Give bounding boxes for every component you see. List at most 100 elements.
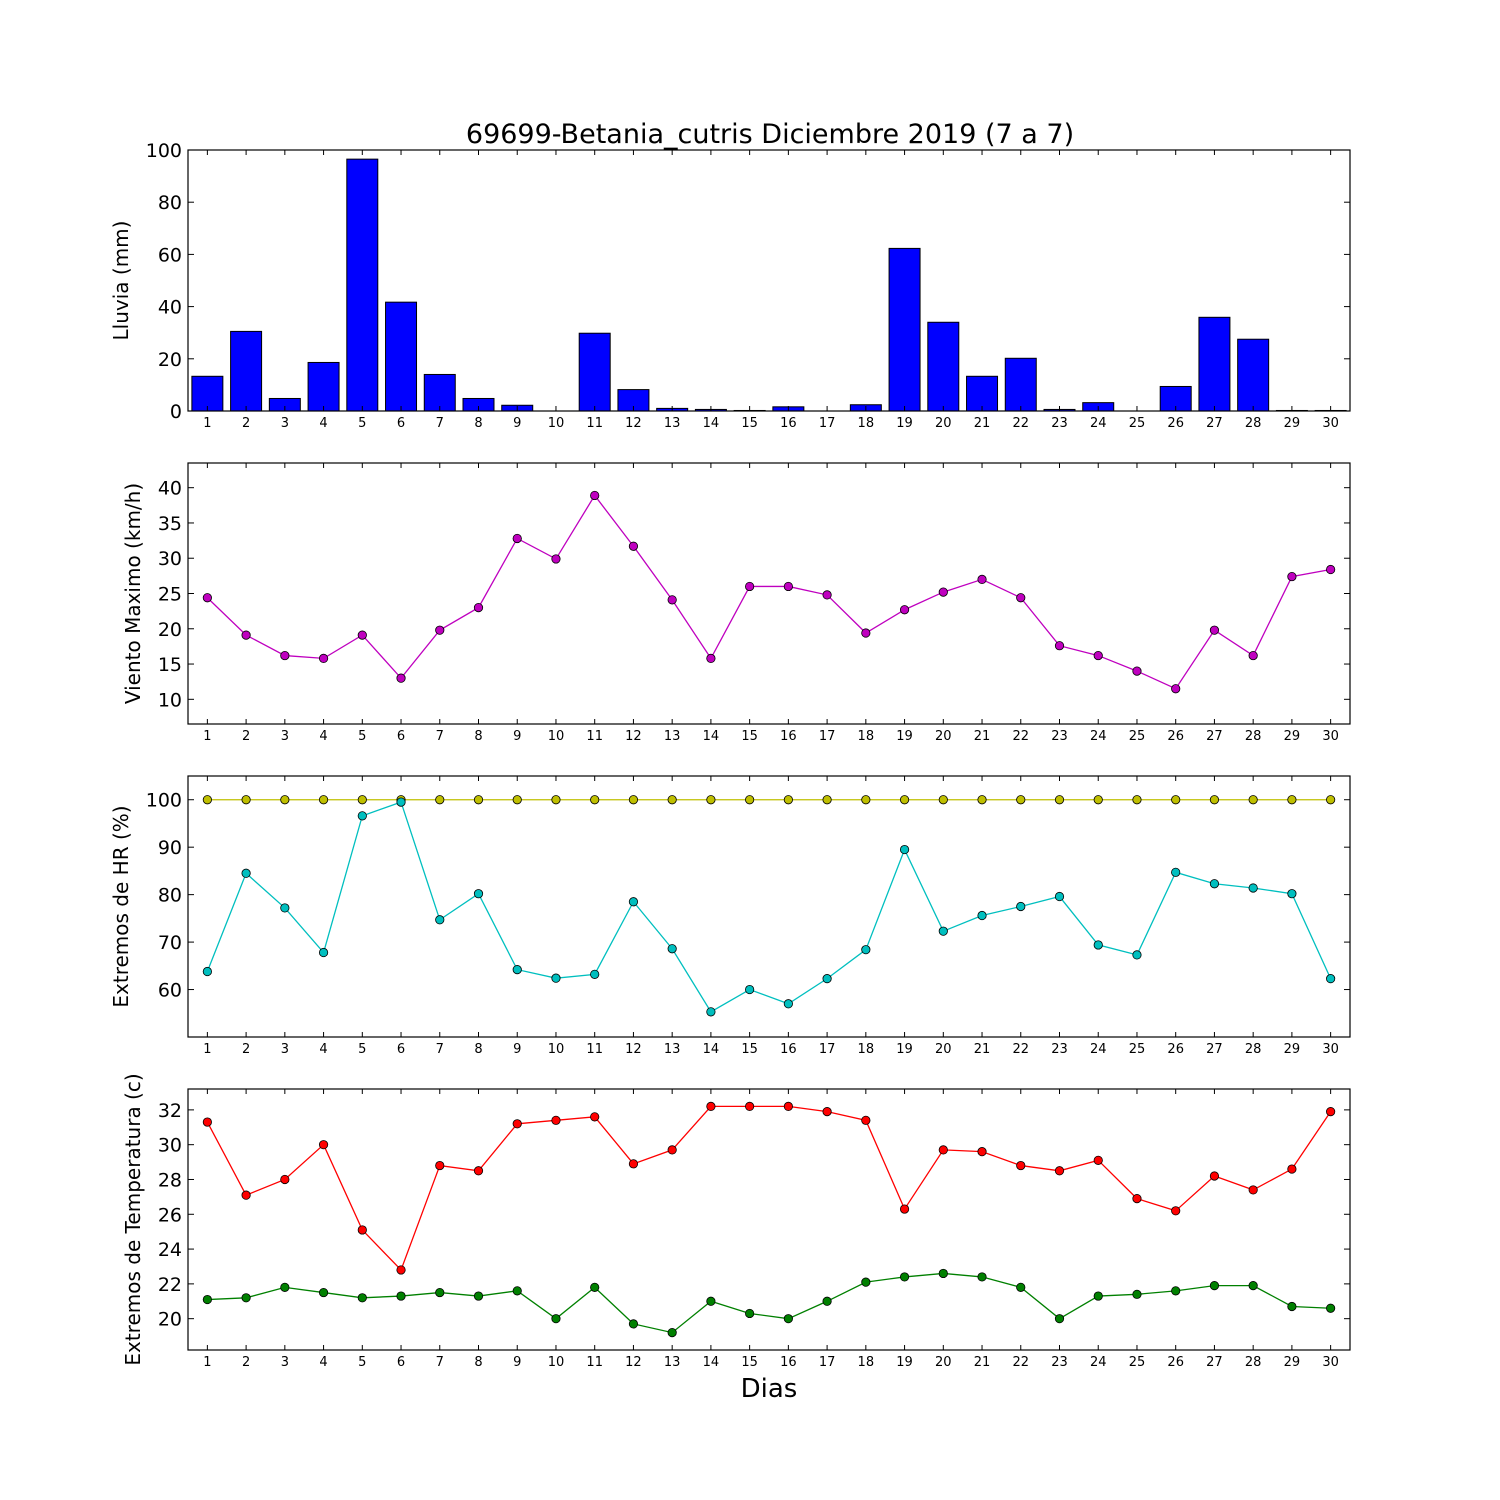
point-s1-day-19 [899,1204,910,1214]
x-tick-label: 25 [1129,416,1146,431]
point-s1-day-13 [667,795,677,805]
x-tick-label: 29 [1284,729,1301,744]
point-s1-day-14 [706,653,716,663]
x-tick-label: 29 [1284,416,1301,431]
y-tick-label: 60 [158,980,182,1002]
point-s1-day-10 [551,554,561,564]
y-tick-label: 30 [158,1135,182,1157]
point-s2-day-8 [473,889,484,899]
x-tick-label: 5 [358,416,366,431]
point-s1-day-19 [899,795,910,805]
bar-day-6 [385,301,418,412]
x-tick-label: 19 [896,729,913,744]
point-s2-day-7 [435,1287,445,1298]
x-tick-label: 28 [1245,1355,1262,1370]
y-tick-label: 60 [158,244,182,266]
point-s1-day-22 [1016,593,1026,603]
x-tick-label: 20 [935,416,952,431]
x-tick-label: 10 [548,1042,565,1057]
point-s2-day-2 [241,1293,251,1303]
x-tick-label: 8 [474,729,482,744]
x-tick-label: 24 [1090,1042,1107,1057]
y-tick-label: 100 [146,140,182,162]
x-tick-label: 11 [586,729,603,744]
point-s2-day-28 [1248,1281,1258,1291]
point-s1-day-9 [512,533,522,544]
point-s1-day-9 [512,1119,522,1129]
point-s1-day-30 [1326,795,1336,805]
x-tick-label: 30 [1322,416,1339,431]
point-s1-day-5 [357,795,367,805]
x-tick-label: 3 [281,1355,289,1370]
x-tick-label: 9 [513,1042,521,1057]
point-s2-day-25 [1132,1289,1142,1299]
bar-day-1 [191,375,224,412]
x-tick-label: 1 [203,416,211,431]
point-s1-day-6 [396,673,406,683]
point-s2-day-2 [241,868,251,878]
y-tick-label: 10 [158,689,182,711]
x-tick-label: 11 [586,1355,603,1370]
x-tick-label: 1 [203,1042,211,1057]
x-tick-label: 7 [436,416,444,431]
point-s1-day-20 [938,1145,948,1155]
point-s1-day-20 [938,795,948,805]
y-axis-label: Extremos de Temperatura (c) [121,1073,145,1365]
x-tick-label: 19 [896,1355,913,1370]
x-tick-label: 26 [1167,729,1184,744]
point-s2-day-9 [512,965,522,975]
point-s1-day-8 [473,603,484,613]
point-s1-day-27 [1209,625,1220,635]
y-tick-label: 20 [158,619,182,641]
x-tick-label: 30 [1322,1355,1339,1370]
chart-title: 69699-Betania_cutris Diciembre 2019 (7 a… [466,119,1074,150]
point-s1-day-21 [977,795,987,805]
point-s1-day-23 [1054,795,1065,805]
x-tick-label: 22 [1012,1042,1029,1057]
bar-day-4 [307,361,340,412]
x-tick-label: 15 [741,1355,758,1370]
x-tick-label: 9 [513,416,521,431]
point-s2-day-17 [822,974,832,984]
x-tick-label: 17 [819,416,836,431]
point-s2-day-5 [357,811,367,821]
x-tick-label: 28 [1245,729,1262,744]
x-tick-label: 8 [474,416,482,431]
x-tick-label: 6 [397,1042,405,1057]
x-tick-label: 20 [935,1355,952,1370]
y-tick-label: 70 [158,932,182,954]
point-s1-day-15 [745,581,755,592]
point-s1-day-18 [861,628,871,638]
bar-day-5 [346,158,379,412]
x-tick-label: 5 [358,1355,366,1370]
x-tick-label: 7 [436,1355,444,1370]
x-tick-label: 4 [319,729,327,744]
point-s2-day-12 [628,1319,639,1329]
point-s2-day-6 [396,1291,406,1301]
point-s2-day-6 [396,797,406,807]
x-tick-label: 6 [397,1355,405,1370]
x-tick-label: 7 [436,1042,444,1057]
point-s1-day-25 [1132,666,1142,676]
x-tick-label: 4 [319,1042,327,1057]
point-s1-day-1 [202,593,212,603]
x-tick-label: 10 [548,416,565,431]
series-line-1 [206,494,1331,690]
x-tick-label: 15 [741,416,758,431]
point-s1-day-11 [590,795,600,805]
x-tick-label: 27 [1206,1042,1223,1057]
point-s1-day-9 [512,795,522,805]
y-tick-label: 35 [158,513,182,535]
point-s2-day-22 [1016,1282,1026,1292]
point-s2-day-3 [280,1282,290,1292]
point-s1-day-26 [1171,1206,1181,1216]
point-s2-day-11 [590,1282,600,1292]
y-tick-label: 40 [158,478,182,500]
axes-frame [187,1088,1351,1351]
x-tick-label: 30 [1322,1042,1339,1057]
x-tick-label: 3 [281,1042,289,1057]
series-line-1 [206,1105,1332,1272]
x-tick-label: 1 [203,1355,211,1370]
x-tick-label: 6 [397,729,405,744]
point-s2-day-25 [1132,950,1142,960]
